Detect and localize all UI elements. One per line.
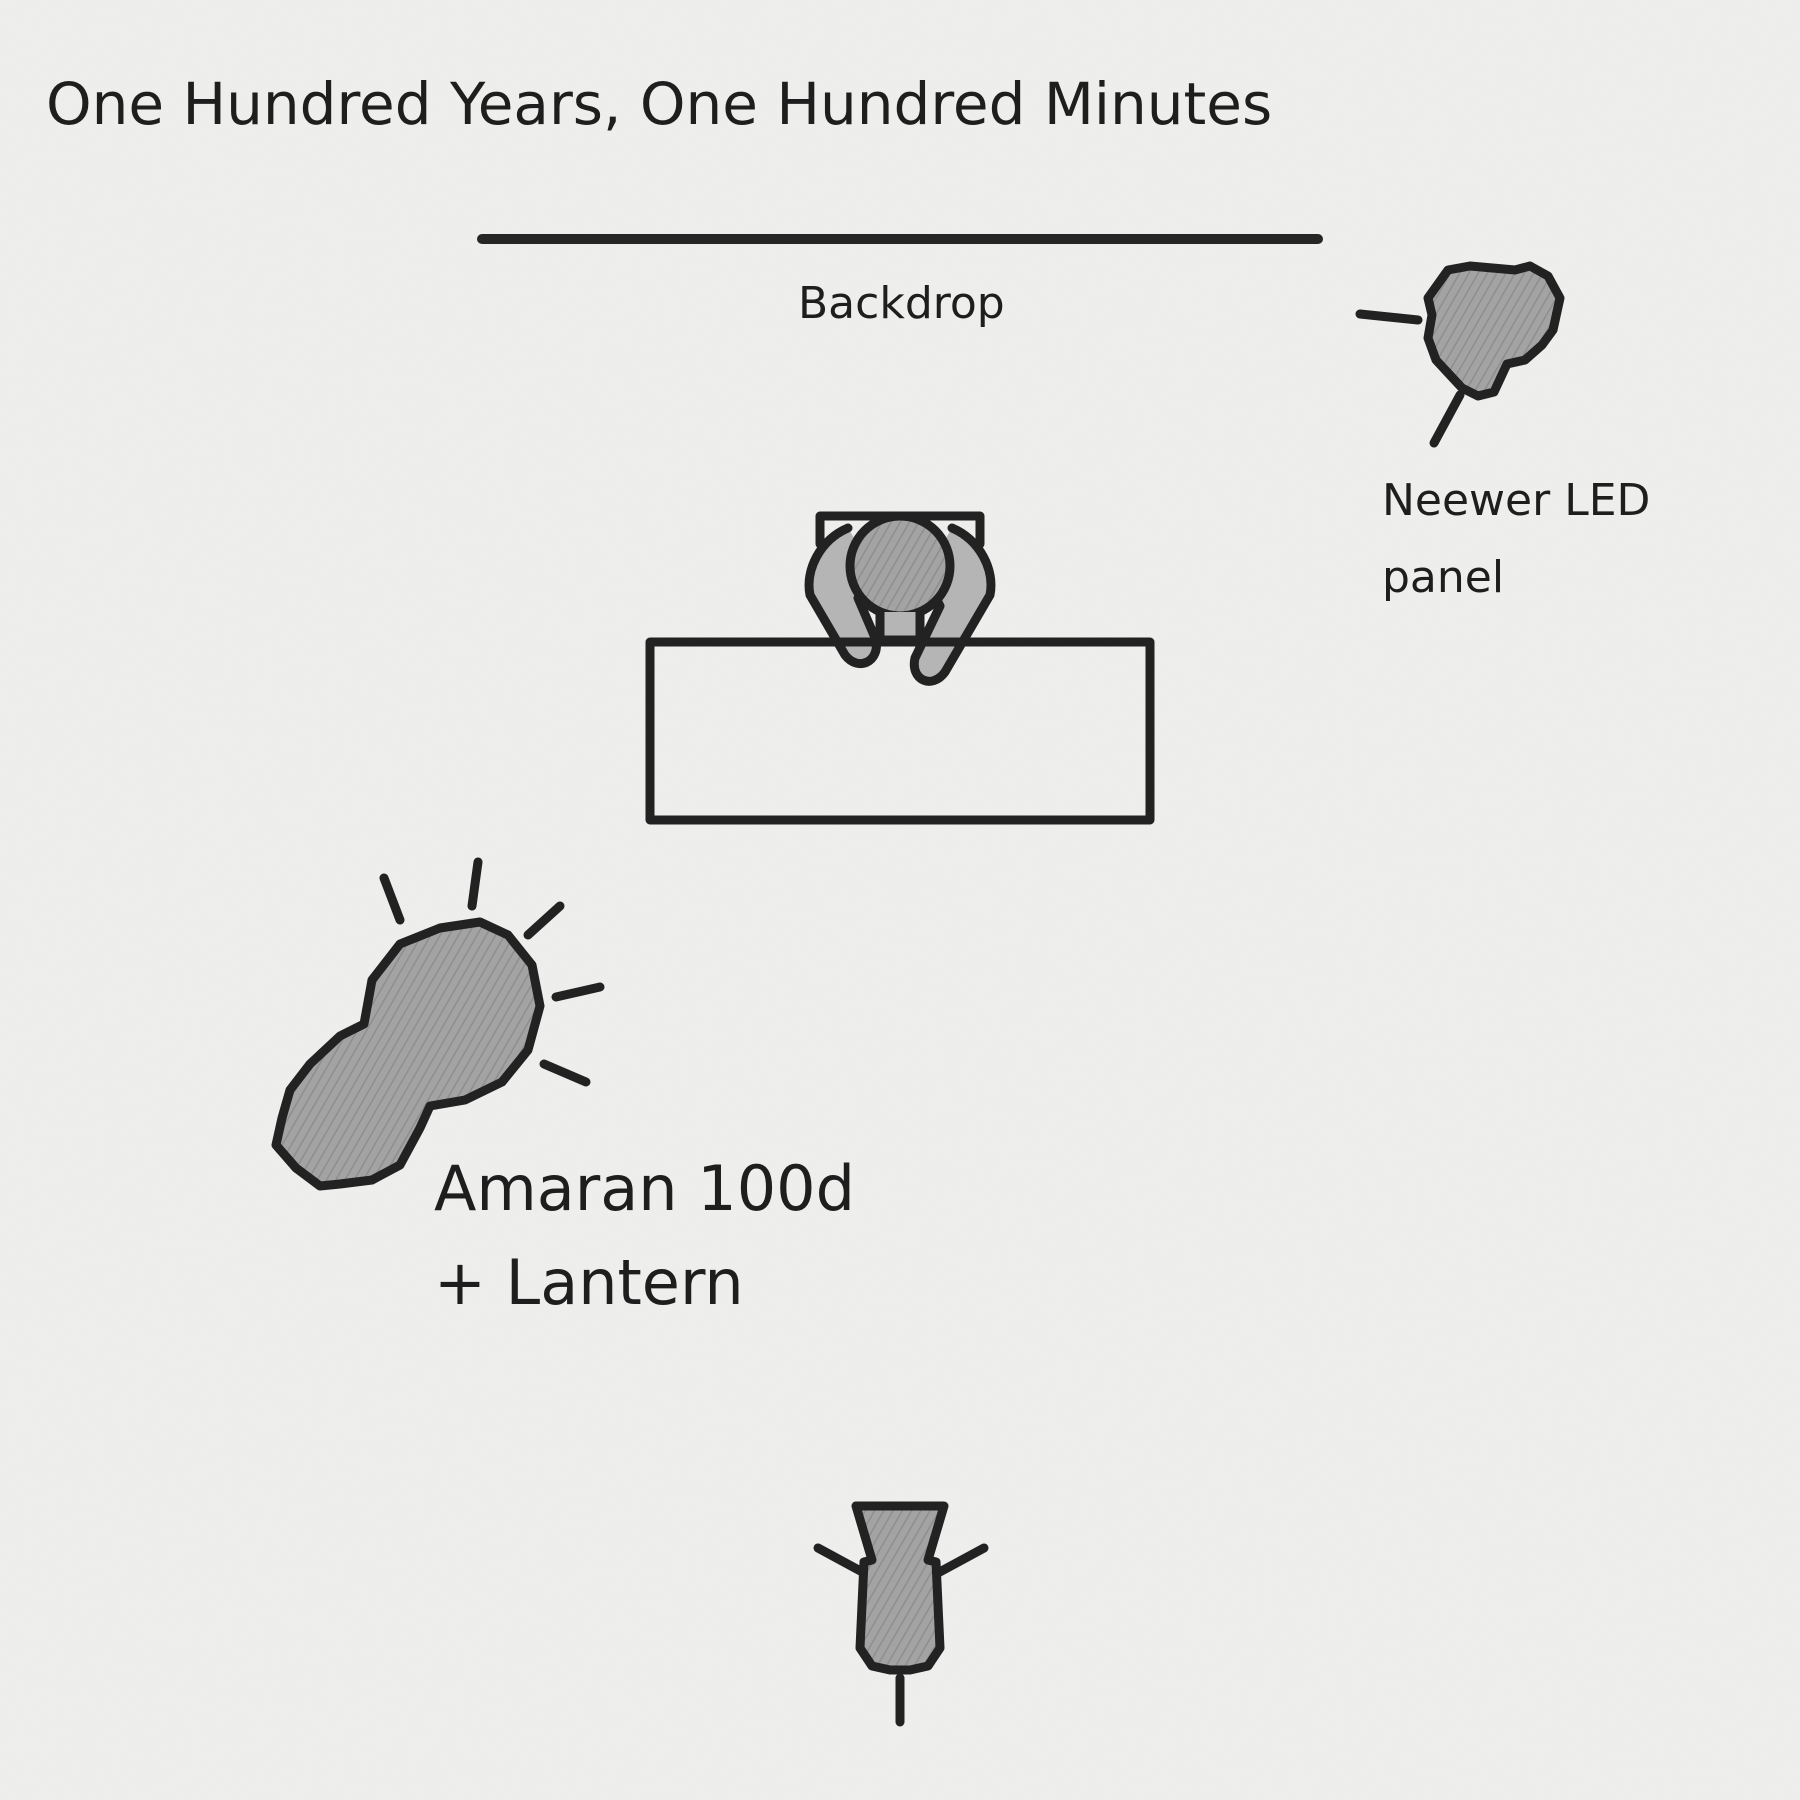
- diagram-title: One Hundred Years, One Hundred Minutes: [46, 70, 1272, 138]
- camera-icon: [813, 1501, 989, 1727]
- fill-light-label-line2: + Lantern: [434, 1246, 744, 1319]
- led-panel-icon: [1355, 261, 1565, 448]
- amaran-light-icon: [271, 857, 605, 1191]
- backdrop-label: Backdrop: [798, 278, 1005, 329]
- desk-icon: [645, 637, 1155, 825]
- fill-light-label-line1: Amaran 100d: [434, 1152, 855, 1225]
- person-icon: [804, 511, 996, 686]
- key-light-label-line2: panel: [1382, 552, 1504, 603]
- key-light-label-line1: Neewer LED: [1382, 475, 1650, 526]
